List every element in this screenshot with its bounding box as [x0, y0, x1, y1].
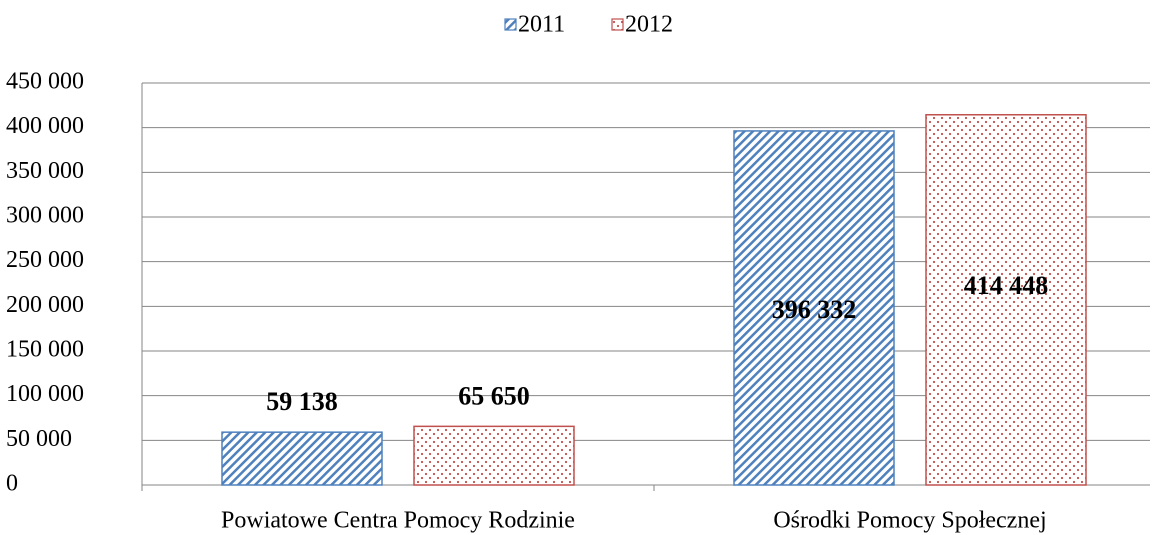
y-tick-label: 400 000	[6, 113, 84, 139]
bar	[413, 425, 575, 486]
bar	[221, 431, 383, 486]
y-tick-label: 300 000	[6, 203, 84, 229]
legend-label: 2012	[625, 12, 673, 38]
x-tick-label: Powiatowe Centra Pomocy Rodzinie	[221, 508, 575, 534]
y-tick-label: 50 000	[6, 426, 72, 452]
y-tick-label: 250 000	[6, 247, 84, 273]
legend-swatch	[611, 18, 624, 31]
y-tick-label: 0	[6, 471, 18, 497]
value-label: 59 138	[266, 387, 338, 416]
bar	[733, 130, 895, 486]
value-label: 65 650	[458, 381, 530, 410]
x-tick-label: Ośrodki Pomocy Społecznej	[773, 508, 1046, 534]
y-tick-label: 150 000	[6, 337, 84, 363]
value-label: 414 448	[964, 271, 1049, 300]
y-tick-label: 450 000	[6, 69, 84, 95]
y-tick-label: 100 000	[6, 381, 84, 407]
y-tick-label: 200 000	[6, 292, 84, 318]
value-label: 396 332	[772, 295, 857, 324]
legend-swatch	[504, 18, 517, 31]
legend-label: 2011	[518, 12, 565, 38]
bar	[925, 114, 1087, 486]
y-tick-label: 350 000	[6, 158, 84, 184]
